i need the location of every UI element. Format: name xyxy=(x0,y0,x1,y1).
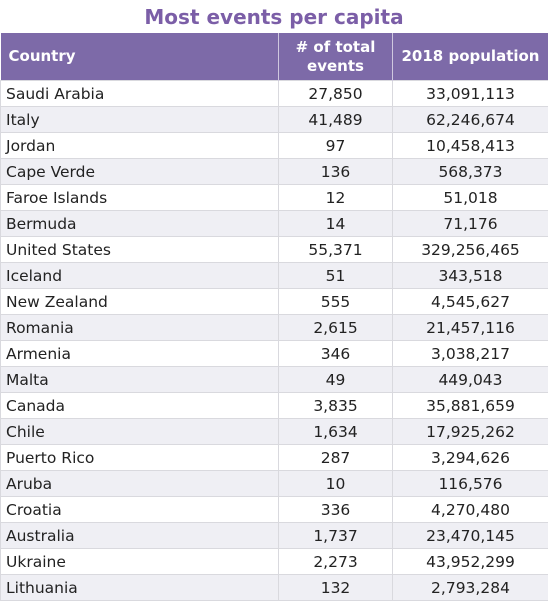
table-cell: 10 xyxy=(278,470,393,497)
table-cell: Canada xyxy=(0,392,279,419)
table-cell: 2,615 xyxy=(278,314,393,341)
table-cell: 55,371 xyxy=(278,236,393,263)
table-cell: Puerto Rico xyxy=(0,444,279,471)
table-row: Ukraine 2,273 43,952,299 xyxy=(0,548,548,575)
table-cell: 116,576 xyxy=(392,470,548,497)
table-cell: 35,881,659 xyxy=(392,392,548,419)
title: Most events per capita xyxy=(144,5,404,29)
table-row: Cape Verde 136 568,373 xyxy=(0,158,548,185)
table-cell: Armenia xyxy=(0,340,279,367)
table-row: Jordan 97 10,458,413 xyxy=(0,132,548,159)
header-row: Country # of total events 2018 population xyxy=(0,33,548,81)
table-cell: Ukraine xyxy=(0,548,279,575)
table-cell: 2,793,284 xyxy=(392,574,548,601)
table-cell: 132 xyxy=(278,574,393,601)
table-row: Iceland 51 343,518 xyxy=(0,262,548,289)
table-cell: Iceland xyxy=(0,262,279,289)
table-cell: 287 xyxy=(278,444,393,471)
table-row: Lithuania 132 2,793,284 xyxy=(0,574,548,601)
table-cell: 4,545,627 xyxy=(392,288,548,315)
table-cell: 136 xyxy=(278,158,393,185)
table-cell: 3,835 xyxy=(278,392,393,419)
table-cell: 2,273 xyxy=(278,548,393,575)
table-cell: Chile xyxy=(0,418,279,445)
table-cell: Croatia xyxy=(0,496,279,523)
table-cell: Malta xyxy=(0,366,279,393)
table-cell: 449,043 xyxy=(392,366,548,393)
table-cell: 336 xyxy=(278,496,393,523)
column-header: Country xyxy=(0,33,279,81)
table-row: Malta 49 449,043 xyxy=(0,366,548,393)
table-cell: Saudi Arabia xyxy=(0,80,279,107)
table-cell: Aruba xyxy=(0,470,279,497)
table-cell: 3,294,626 xyxy=(392,444,548,471)
table-body: Saudi Arabia 27,850 33,091,113 Italy 41,489 6… xyxy=(0,80,548,601)
table-cell: 51 xyxy=(278,262,393,289)
table-cell: 43,952,299 xyxy=(392,548,548,575)
table-row: Chile 1,634 17,925,262 xyxy=(0,418,548,445)
table-cell: 41,489 xyxy=(278,106,393,133)
table-row: Bermuda 14 71,176 xyxy=(0,210,548,237)
table-cell: 568,373 xyxy=(392,158,548,185)
table-cell: 1,634 xyxy=(278,418,393,445)
table-cell: 27,850 xyxy=(278,80,393,107)
table-cell: Lithuania xyxy=(0,574,279,601)
table-cell: 23,470,145 xyxy=(392,522,548,549)
table-cell: 10,458,413 xyxy=(392,132,548,159)
table-cell: 12 xyxy=(278,184,393,211)
table-cell: Romania xyxy=(0,314,279,341)
table-row: Armenia 346 3,038,217 xyxy=(0,340,548,367)
table-cell: Jordan xyxy=(0,132,279,159)
table-row: Faroe Islands 12 51,018 xyxy=(0,184,548,211)
table-row: Croatia 336 4,270,480 xyxy=(0,496,548,523)
column-header: 2018 population xyxy=(392,33,548,81)
table-cell: Cape Verde xyxy=(0,158,279,185)
table-cell: 51,018 xyxy=(392,184,548,211)
table-row: Canada 3,835 35,881,659 xyxy=(0,392,548,419)
table-cell: 21,457,116 xyxy=(392,314,548,341)
table-cell: Faroe Islands xyxy=(0,184,279,211)
table-cell: United States xyxy=(0,236,279,263)
table-cell: 346 xyxy=(278,340,393,367)
table-cell: 17,925,262 xyxy=(392,418,548,445)
table-cell: New Zealand xyxy=(0,288,279,315)
table-row: Romania 2,615 21,457,116 xyxy=(0,314,548,341)
table-cell: 4,270,480 xyxy=(392,496,548,523)
column-header: # of total events xyxy=(278,33,393,81)
table-cell: 343,518 xyxy=(392,262,548,289)
table-row: Aruba 10 116,576 xyxy=(0,470,548,497)
table-cell: Italy xyxy=(0,106,279,133)
table-cell: 329,256,465 xyxy=(392,236,548,263)
table-cell: Bermuda xyxy=(0,210,279,237)
table-cell: 97 xyxy=(278,132,393,159)
table-cell: Australia xyxy=(0,522,279,549)
table-cell: 14 xyxy=(278,210,393,237)
table-row: Italy 41,489 62,246,674 xyxy=(0,106,548,133)
table-row: United States 55,371 329,256,465 xyxy=(0,236,548,263)
table-row: New Zealand 555 4,545,627 xyxy=(0,288,548,315)
table-row: Saudi Arabia 27,850 33,091,113 xyxy=(0,80,548,107)
table-cell: 33,091,113 xyxy=(392,80,548,107)
table-cell: 555 xyxy=(278,288,393,315)
table-cell: 49 xyxy=(278,366,393,393)
table-cell: 3,038,217 xyxy=(392,340,548,367)
table-row: Australia 1,737 23,470,145 xyxy=(0,522,548,549)
table-row: Puerto Rico 287 3,294,626 xyxy=(0,444,548,471)
table-cell: 1,737 xyxy=(278,522,393,549)
table-cell: 62,246,674 xyxy=(392,106,548,133)
table-cell: 71,176 xyxy=(392,210,548,237)
table: Country # of total events 2018 population … xyxy=(0,33,548,601)
